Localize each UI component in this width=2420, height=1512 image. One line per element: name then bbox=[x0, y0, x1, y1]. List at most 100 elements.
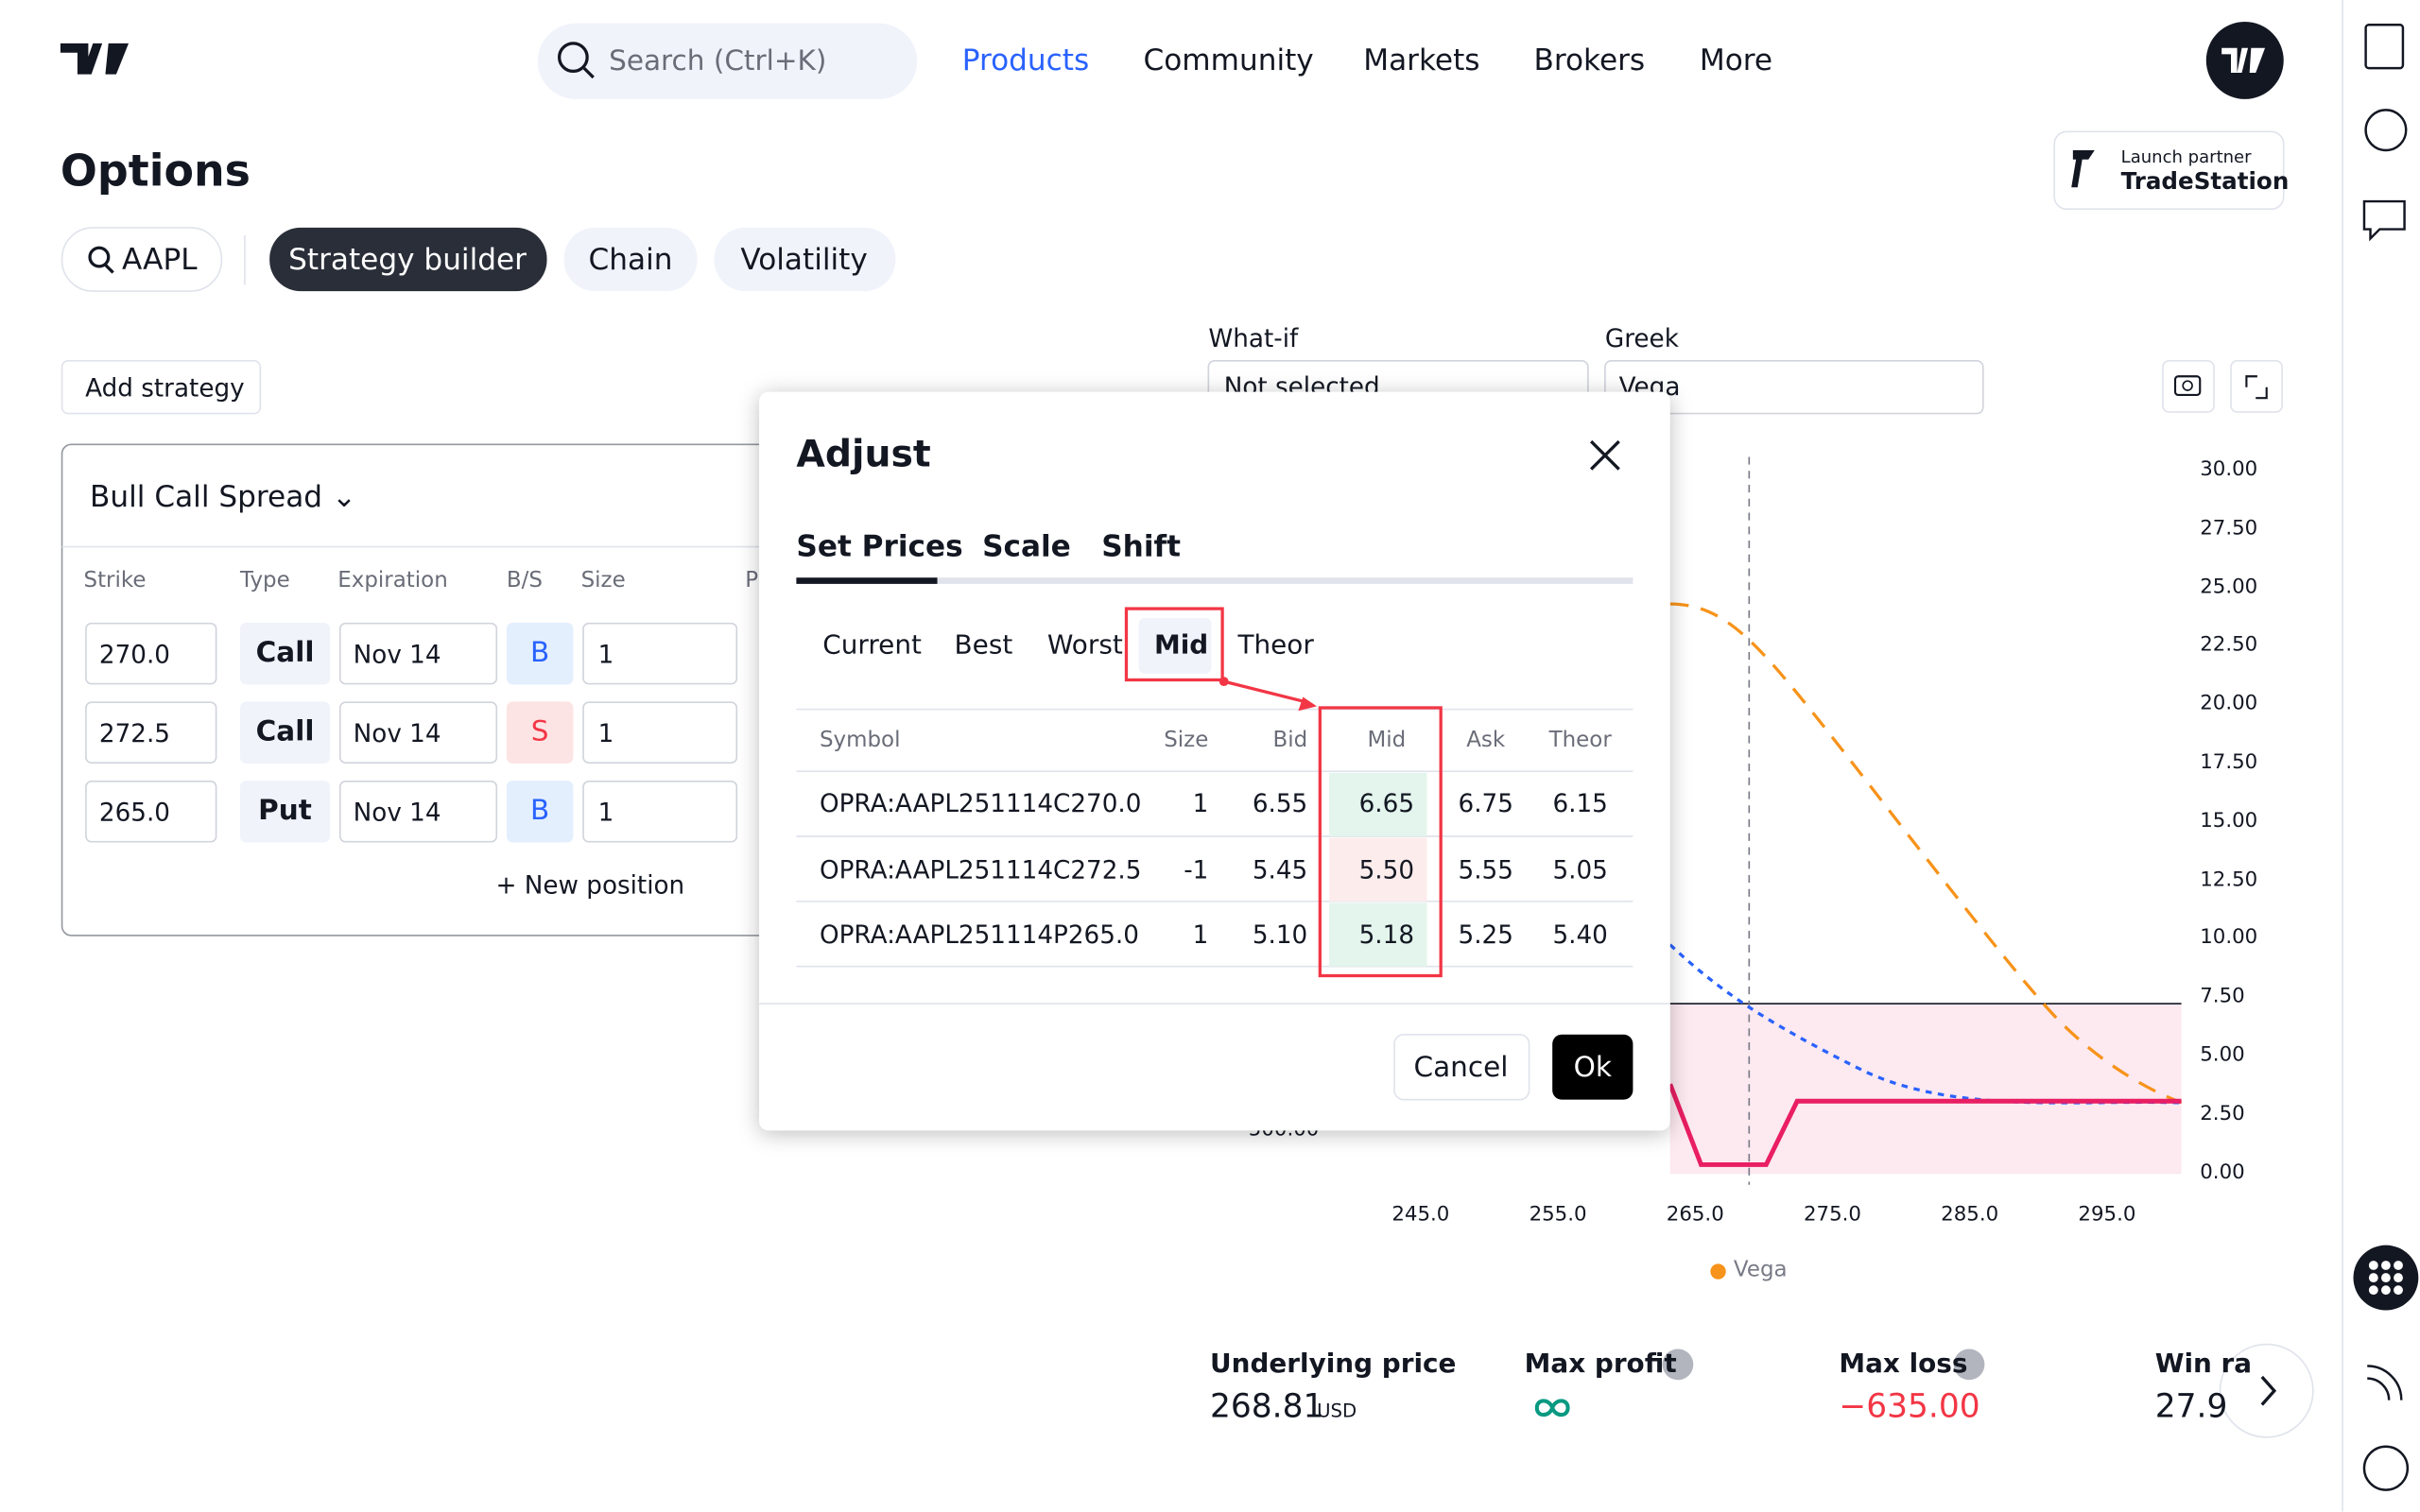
partner-name[interactable]: TradeStation bbox=[2120, 167, 2290, 196]
ok-button[interactable]: Ok bbox=[1573, 1051, 1612, 1085]
column-header: Type bbox=[240, 568, 290, 593]
cell: OPRA:AAPL251114C270.0 bbox=[819, 788, 1142, 818]
column-header: Expiration bbox=[337, 568, 448, 593]
stat-label: Win ra bbox=[2154, 1349, 2253, 1381]
cell: 5.25 bbox=[1458, 919, 1513, 950]
strategy-name[interactable]: Bull Call Spread ⌄ bbox=[90, 480, 357, 515]
type-toggle[interactable]: Put bbox=[240, 781, 331, 843]
cell: 6.75 bbox=[1458, 788, 1513, 818]
stat-value: −635.00 bbox=[1839, 1387, 1980, 1425]
cell: 5.40 bbox=[1552, 919, 1608, 950]
strike-select[interactable]: 265.0 bbox=[85, 781, 217, 843]
tab[interactable]: AAPL bbox=[121, 243, 198, 278]
nav-link[interactable]: Markets bbox=[1363, 43, 1480, 77]
strike-select[interactable]: 270.0 bbox=[85, 622, 217, 685]
partner-label: Launch partner bbox=[2120, 146, 2252, 168]
y-tick-label: 7.50 bbox=[2200, 985, 2245, 1009]
dialog-tab[interactable]: Shift bbox=[1101, 529, 1181, 564]
search-box[interactable]: Search (Ctrl+K) bbox=[609, 44, 827, 77]
cell: 5.05 bbox=[1552, 853, 1608, 884]
x-tick-label: 275.0 bbox=[1803, 1203, 1861, 1228]
column-header: Size bbox=[580, 568, 626, 593]
x-tick-label: 285.0 bbox=[1941, 1203, 1999, 1228]
adjust-dialog: Adjust Set Prices Scale Shift Current Best W… bbox=[759, 391, 1670, 1131]
y-tick-label: 0.00 bbox=[2200, 1160, 2245, 1185]
column-header: Bid bbox=[1272, 728, 1308, 753]
price-mode[interactable]: Mid bbox=[1153, 630, 1209, 662]
cell: 1 bbox=[1192, 788, 1209, 818]
stat-unit: USD bbox=[1317, 1400, 1357, 1422]
tab[interactable]: Volatility bbox=[740, 243, 868, 278]
expiration-select[interactable]: Nov 14 bbox=[338, 781, 498, 843]
new-position[interactable]: + New position bbox=[495, 870, 685, 901]
page-title: Options bbox=[60, 146, 251, 198]
y-tick-label: 25.00 bbox=[2200, 576, 2258, 599]
expiration-select[interactable]: Nov 14 bbox=[338, 701, 498, 764]
y-tick-label: 12.50 bbox=[2200, 868, 2258, 892]
x-tick-label: 295.0 bbox=[2078, 1203, 2136, 1228]
price-mode[interactable]: Current bbox=[822, 630, 922, 662]
cell: 1 bbox=[1192, 919, 1209, 950]
size-input[interactable]: 1 bbox=[582, 622, 738, 685]
side-toggle[interactable]: B bbox=[506, 622, 574, 685]
size-input[interactable]: 1 bbox=[582, 781, 738, 843]
column-header: P bbox=[745, 568, 759, 593]
y-tick-label: 10.00 bbox=[2200, 926, 2258, 951]
new-position-text: New position bbox=[524, 870, 685, 901]
x-tick-label: 255.0 bbox=[1529, 1203, 1587, 1228]
y-tick-label: 27.50 bbox=[2200, 517, 2258, 541]
side-toggle[interactable]: S bbox=[506, 701, 574, 764]
y-tick-label: 20.00 bbox=[2200, 692, 2258, 716]
dialog-tab[interactable]: Set Prices bbox=[796, 529, 963, 564]
cell: 5.50 bbox=[1358, 853, 1415, 884]
column-header: Theor bbox=[1548, 728, 1612, 753]
price-mode[interactable]: Worst bbox=[1046, 630, 1123, 662]
cell: 6.65 bbox=[1358, 788, 1415, 818]
nav-link[interactable]: More bbox=[1699, 43, 1773, 77]
price-mode[interactable]: Theor bbox=[1237, 630, 1314, 662]
cell: 5.45 bbox=[1252, 853, 1308, 884]
x-tick-label: 265.0 bbox=[1666, 1203, 1724, 1228]
cell: -1 bbox=[1184, 853, 1209, 884]
y-tick-label: 22.50 bbox=[2200, 633, 2258, 658]
column-header: Strike bbox=[83, 568, 147, 593]
stat-value: 268.81 bbox=[1209, 1387, 1324, 1425]
type-toggle[interactable]: Call bbox=[240, 622, 331, 685]
y-tick-label: 5.00 bbox=[2200, 1043, 2245, 1068]
stat-label: Max profit bbox=[1524, 1349, 1677, 1381]
legend-entry: Vega bbox=[1733, 1257, 1788, 1283]
stat-value: 27.9 bbox=[2154, 1387, 2228, 1425]
tab[interactable]: Strategy builder bbox=[288, 243, 527, 278]
column-header: Symbol bbox=[819, 728, 901, 753]
y-tick-label: 30.00 bbox=[2200, 458, 2258, 482]
column-header: Ask bbox=[1466, 728, 1506, 753]
y-tick-label: 2.50 bbox=[2200, 1102, 2245, 1126]
x-tick-label: 245.0 bbox=[1392, 1203, 1450, 1228]
y-tick-label: 15.00 bbox=[2200, 809, 2258, 833]
dialog-tab[interactable]: Scale bbox=[982, 529, 1071, 564]
tab[interactable]: Chain bbox=[588, 243, 673, 278]
strategy-name-text: Bull Call Spread bbox=[90, 480, 323, 515]
cancel-button[interactable]: Cancel bbox=[1413, 1051, 1509, 1085]
dialog-title: Adjust bbox=[796, 432, 931, 476]
nav-link[interactable]: Products bbox=[961, 43, 1090, 77]
side-toggle[interactable]: B bbox=[506, 781, 574, 843]
expiration-select[interactable]: Nov 14 bbox=[338, 622, 498, 685]
column-header: B/S bbox=[506, 568, 543, 593]
stat-label: Max loss bbox=[1839, 1349, 1968, 1381]
price-mode[interactable]: Best bbox=[954, 630, 1013, 662]
cell: OPRA:AAPL251114P265.0 bbox=[819, 919, 1139, 950]
nav-link[interactable]: Brokers bbox=[1533, 43, 1646, 77]
strike-select[interactable]: 272.5 bbox=[85, 701, 217, 764]
nav-link[interactable]: Community bbox=[1143, 43, 1314, 77]
type-toggle[interactable]: Call bbox=[240, 701, 331, 764]
size-input[interactable]: 1 bbox=[582, 701, 738, 764]
greek-label: Greek bbox=[1604, 323, 1679, 353]
cell: 6.55 bbox=[1252, 788, 1308, 818]
cell: OPRA:AAPL251114C272.5 bbox=[819, 853, 1142, 884]
y-tick-label: 17.50 bbox=[2200, 750, 2258, 775]
add-strategy[interactable]: Add strategy bbox=[85, 372, 245, 404]
